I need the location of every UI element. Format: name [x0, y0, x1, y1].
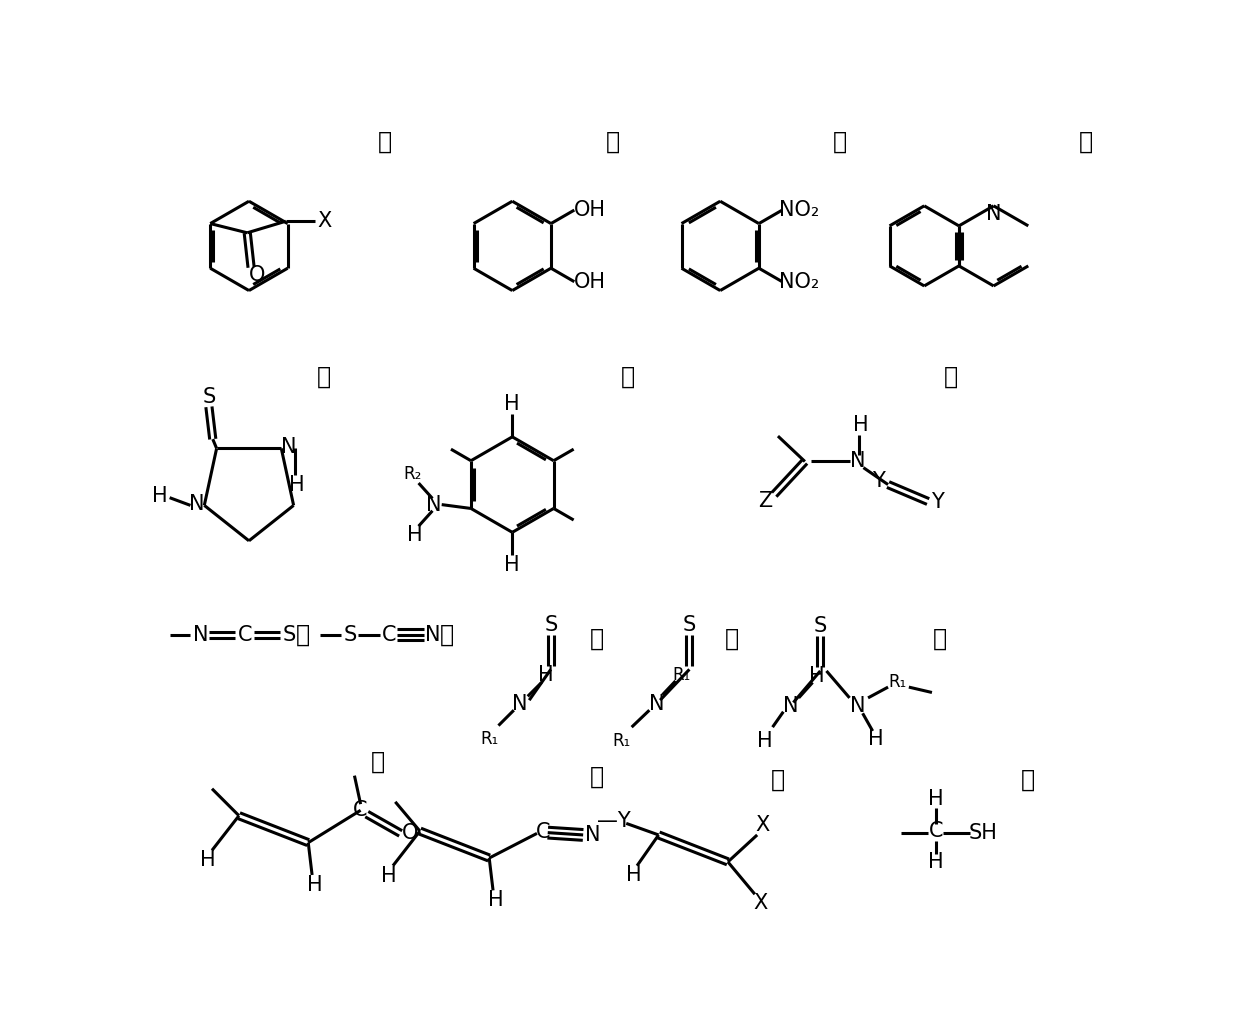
Text: 、: 、 — [590, 627, 604, 650]
Text: OH: OH — [574, 200, 605, 220]
Text: N: N — [281, 437, 296, 457]
Text: H: H — [505, 394, 520, 414]
Text: C: C — [353, 801, 368, 820]
Text: N: N — [849, 451, 866, 471]
Text: S: S — [343, 625, 357, 645]
Text: H: H — [407, 525, 423, 546]
Text: S: S — [544, 615, 558, 635]
Text: R₂: R₂ — [403, 464, 422, 483]
Text: H: H — [626, 865, 642, 885]
Text: H: H — [758, 731, 773, 751]
Text: C: C — [238, 625, 253, 645]
Text: H: H — [289, 475, 305, 496]
Text: X: X — [317, 211, 331, 232]
Text: H: H — [487, 890, 503, 910]
Text: O: O — [249, 265, 265, 285]
Text: SH: SH — [970, 823, 998, 843]
Text: 、: 、 — [724, 627, 739, 650]
Text: 、: 、 — [771, 767, 785, 791]
Text: NO₂: NO₂ — [779, 271, 820, 292]
Text: H: H — [810, 665, 825, 686]
Text: O: O — [402, 823, 418, 843]
Text: 、: 、 — [932, 627, 946, 650]
Text: N: N — [427, 495, 441, 515]
Text: 、: 、 — [371, 750, 384, 774]
Text: H: H — [538, 664, 554, 685]
Text: N: N — [784, 696, 799, 715]
Text: 、: 、 — [590, 765, 604, 789]
Text: NO₂: NO₂ — [779, 200, 820, 220]
Text: H: H — [381, 866, 397, 886]
Text: H: H — [928, 788, 944, 809]
Text: C: C — [382, 625, 397, 645]
Text: 、: 、 — [605, 130, 620, 154]
Text: X: X — [755, 815, 770, 835]
Text: 、: 、 — [1079, 130, 1092, 154]
Text: 、: 、 — [316, 365, 331, 389]
Text: H: H — [505, 556, 520, 575]
Text: Y: Y — [873, 470, 885, 491]
Text: X: X — [753, 893, 768, 913]
Text: C: C — [929, 821, 944, 841]
Text: Y: Y — [931, 492, 944, 511]
Text: S: S — [283, 625, 295, 645]
Text: N: N — [986, 203, 1002, 224]
Text: H: H — [928, 851, 944, 872]
Text: N: N — [650, 694, 665, 714]
Text: H: H — [853, 415, 868, 435]
Text: R₁: R₁ — [480, 729, 498, 748]
Text: 、: 、 — [621, 365, 635, 389]
Text: N: N — [425, 625, 440, 645]
Text: N: N — [192, 625, 208, 645]
Text: Z: Z — [758, 491, 773, 511]
Text: N: N — [512, 694, 528, 714]
Text: OH: OH — [574, 271, 605, 292]
Text: H: H — [306, 875, 322, 895]
Text: 、: 、 — [440, 623, 454, 647]
Text: N: N — [188, 494, 205, 514]
Text: S: S — [813, 617, 827, 636]
Text: —Y: —Y — [598, 811, 631, 831]
Text: R₁: R₁ — [672, 665, 691, 684]
Text: 、: 、 — [944, 365, 959, 389]
Text: C: C — [536, 822, 551, 842]
Text: N: N — [849, 696, 866, 715]
Text: 、: 、 — [378, 130, 392, 154]
Text: H: H — [201, 850, 216, 871]
Text: 、: 、 — [832, 130, 847, 154]
Text: R₁: R₁ — [888, 674, 906, 692]
Text: S: S — [683, 615, 696, 635]
Text: 、: 、 — [296, 623, 310, 647]
Text: R₁: R₁ — [613, 732, 631, 750]
Text: H: H — [151, 486, 167, 506]
Text: S: S — [202, 387, 216, 406]
Text: H: H — [868, 728, 884, 749]
Text: 、: 、 — [1021, 767, 1035, 791]
Text: N: N — [584, 825, 600, 845]
